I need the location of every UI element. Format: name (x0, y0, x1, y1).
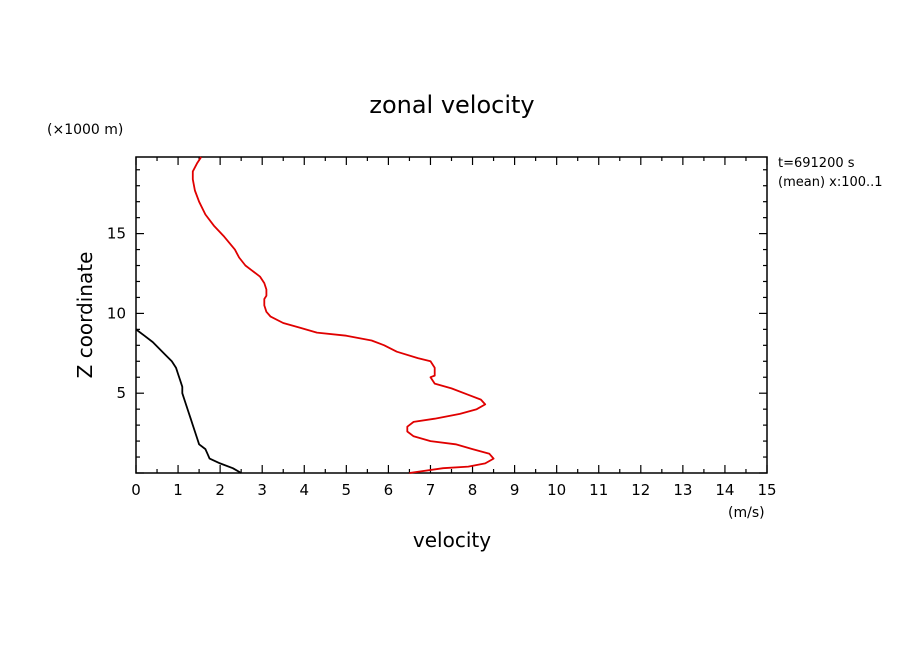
y-axis-label: Z coordinate (73, 252, 97, 379)
x-tick-label: 4 (299, 481, 309, 499)
x-tick-label: 11 (589, 481, 608, 499)
x-tick-label: 12 (631, 481, 650, 499)
axis-ticks (135, 157, 768, 474)
x-tick-label: 10 (547, 481, 566, 499)
x-tick-label: 1 (173, 481, 183, 499)
info-line-mean: (mean) x:100..1 (778, 175, 883, 190)
series-line-2 (135, 328, 242, 474)
x-tick-label: 3 (257, 481, 267, 499)
series-group (135, 156, 495, 474)
x-tick-label: 0 (131, 481, 141, 499)
x-tick-label: 15 (757, 481, 776, 499)
x-tick-label: 9 (510, 481, 520, 499)
x-tick-label: 6 (384, 481, 394, 499)
info-line-time: t=691200 s (778, 156, 855, 171)
y-tick-label: 5 (116, 384, 126, 402)
x-axis-label: velocity (413, 528, 491, 552)
y-tick-label: 15 (107, 225, 126, 243)
chart-title: zonal velocity (369, 91, 534, 119)
y-tick-label: 10 (107, 304, 126, 322)
x-tick-label: 14 (715, 481, 734, 499)
x-tick-label: 8 (468, 481, 478, 499)
x-unit-label: (m/s) (728, 505, 765, 521)
x-tick-label: 2 (215, 481, 225, 499)
y-unit-label: (×1000 m) (47, 122, 123, 138)
series-line-1 (191, 156, 495, 474)
x-tick-label: 5 (342, 481, 352, 499)
x-tick-label: 7 (426, 481, 436, 499)
plot-frame (135, 156, 768, 474)
x-tick-label: 13 (673, 481, 692, 499)
